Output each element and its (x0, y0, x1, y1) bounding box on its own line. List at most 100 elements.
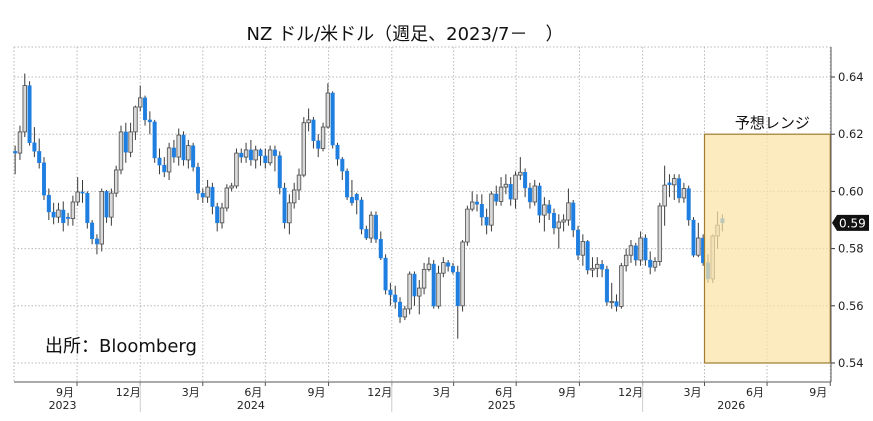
candle-body (638, 237, 643, 261)
candle (686, 185, 691, 226)
candle-body (176, 134, 181, 158)
candle (441, 257, 446, 278)
candle-body (90, 222, 95, 240)
candle (143, 95, 148, 126)
candle-body (378, 238, 383, 259)
candle (316, 134, 321, 158)
candle-body (518, 171, 523, 176)
candle-body (42, 162, 47, 196)
candle (595, 257, 600, 278)
candle (373, 211, 378, 243)
candle-body (70, 201, 76, 219)
candle (393, 285, 398, 309)
candle (566, 188, 571, 226)
candle (229, 182, 234, 192)
chart-title: NZ ドル/米ドル（週足、2023/7－ ） (247, 24, 564, 45)
candle (421, 262, 427, 295)
candle-body (32, 142, 37, 152)
candle (171, 139, 176, 163)
candle-body (460, 241, 465, 307)
candle (431, 260, 436, 309)
forecast-range-label: 予想レンジ (735, 114, 810, 132)
candle (56, 202, 61, 223)
last-price-badge (832, 214, 869, 231)
candle-body (51, 211, 56, 218)
candle (489, 191, 494, 232)
candle (551, 208, 556, 235)
candle (13, 145, 18, 175)
candle-body (614, 301, 619, 307)
candle-body (576, 229, 581, 256)
candle (22, 73, 27, 138)
candle (614, 294, 619, 312)
candle (258, 148, 263, 166)
candle-body (287, 202, 292, 224)
candle-body (547, 204, 552, 214)
candle (354, 192, 359, 215)
candle (195, 162, 200, 200)
candle (643, 234, 648, 266)
candle (359, 197, 364, 235)
candle (272, 145, 277, 172)
candle-body (311, 119, 316, 141)
candle (128, 122, 133, 158)
candle (590, 257, 595, 278)
candle (253, 145, 258, 169)
candle-body (109, 192, 114, 218)
candle (638, 231, 643, 266)
candle-body (691, 219, 696, 256)
candle-body (455, 271, 460, 307)
candle (349, 179, 354, 206)
candle (104, 189, 109, 223)
y-tick-label: 0.56 (838, 299, 864, 313)
candle-body (138, 97, 143, 108)
candle-body (229, 185, 234, 189)
candle (648, 251, 653, 275)
candle-body (128, 131, 133, 153)
candle (118, 125, 124, 175)
candle-body (94, 238, 99, 245)
candle (604, 265, 609, 306)
candle-body (383, 257, 388, 291)
candle (378, 231, 383, 261)
forecast-range-box (703, 133, 831, 364)
candle-body (359, 199, 364, 230)
candle (133, 105, 138, 140)
candle-body (566, 202, 571, 221)
candle-body (200, 192, 205, 198)
candle (330, 91, 335, 149)
last-price-label: 0.59 (839, 216, 866, 230)
candle (224, 184, 230, 212)
candle-body (316, 140, 321, 149)
candle-body (436, 272, 441, 307)
candle (17, 125, 23, 160)
candle-body (677, 178, 682, 199)
candle (191, 142, 196, 172)
axes: 0.54 0.56 0.58 0.60 0.62 0.64 9月 12月 3月 6月 9月 12月 3月… (14, 47, 869, 412)
candle-body (398, 301, 403, 318)
candle (248, 139, 253, 166)
candle-body (628, 245, 634, 256)
candle-body (551, 212, 556, 229)
candle-body (320, 126, 326, 149)
candle (263, 148, 268, 169)
candle (291, 182, 297, 209)
candle-body (623, 254, 629, 267)
candle-body (263, 155, 268, 164)
candle-body (388, 289, 393, 296)
candle-body (585, 241, 590, 271)
candle (600, 260, 605, 278)
candle-body (104, 191, 109, 218)
candle-body (243, 149, 249, 158)
year-label: 2025 (488, 399, 516, 412)
candle-body (368, 214, 374, 239)
candle (90, 220, 95, 245)
candle (503, 174, 509, 195)
candle-body (215, 206, 220, 224)
candle-body (542, 204, 547, 216)
candle (368, 211, 374, 243)
candle (176, 128, 181, 166)
candle (469, 191, 475, 212)
candle-body (27, 85, 32, 143)
candle-body (296, 174, 302, 191)
